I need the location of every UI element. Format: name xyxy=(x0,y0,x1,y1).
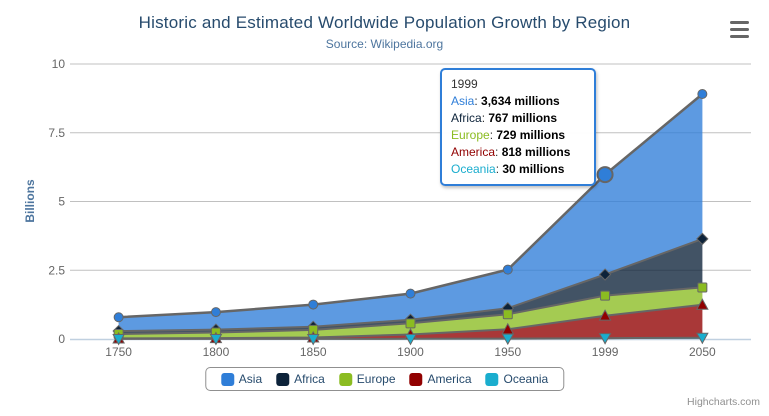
marker-europe-1950[interactable] xyxy=(502,309,513,320)
tooltip-series-name: Europe xyxy=(451,128,490,142)
export-menu-bar xyxy=(730,35,749,38)
export-menu-bar xyxy=(730,28,749,31)
chart-title: Historic and Estimated Worldwide Populat… xyxy=(138,13,631,32)
legend-item-america[interactable]: America xyxy=(409,372,472,386)
tooltip-series-name: Oceania xyxy=(451,162,496,176)
legend-item-asia[interactable]: Asia xyxy=(220,372,263,386)
tooltip-row-africa: Africa: 767 millions xyxy=(451,111,558,125)
y-axis-label: 5 xyxy=(58,195,65,209)
marker-asia-1750[interactable] xyxy=(113,312,124,323)
tooltip-row-america: America: 818 millions xyxy=(451,145,571,159)
chart-subtitle: Source: Wikipedia.org xyxy=(325,37,444,51)
marker-asia-2050[interactable] xyxy=(697,89,708,100)
tooltip-series-name: America xyxy=(451,145,496,159)
legend-item-africa[interactable]: Africa xyxy=(276,372,325,386)
marker-oceania-1850[interactable] xyxy=(306,333,320,346)
legend-swatch-europe xyxy=(338,372,352,386)
export-menu-icon[interactable] xyxy=(730,21,749,38)
marker-oceania-2050[interactable] xyxy=(696,332,709,345)
legend-swatch-oceania xyxy=(485,372,499,386)
legend-label: Europe xyxy=(356,372,396,386)
marker-america-2050[interactable] xyxy=(696,298,709,310)
tooltip-row-oceania: Oceania: 30 millions xyxy=(451,162,565,176)
marker-asia-1900[interactable] xyxy=(405,288,416,299)
area-america[interactable] xyxy=(118,304,703,339)
marker-asia-1850[interactable] xyxy=(308,299,319,310)
marker-europe-1999[interactable] xyxy=(600,290,611,301)
legend-swatch-africa xyxy=(276,372,290,386)
marker-oceania-1999[interactable] xyxy=(598,333,612,345)
marker-europe-1900[interactable] xyxy=(405,318,416,329)
legend-label: Asia xyxy=(238,372,263,386)
tooltip-row-asia: Asia: 3,634 millions xyxy=(451,94,560,108)
marker-asia-1800[interactable] xyxy=(210,307,221,318)
y-axis-label: 2.5 xyxy=(48,263,65,277)
marker-oceania-1950[interactable] xyxy=(501,333,515,346)
x-axis-label: 1800 xyxy=(203,345,230,359)
x-axis-label: 1850 xyxy=(300,345,327,359)
tooltip-series-value: 729 millions xyxy=(496,128,566,142)
tooltip-header: 1999 xyxy=(451,77,478,91)
legend-item-oceania[interactable]: Oceania xyxy=(485,372,549,386)
marker-asia-1999-hovered[interactable] xyxy=(596,166,614,184)
y-axis-label: 7.5 xyxy=(48,126,65,140)
marker-africa-2050[interactable] xyxy=(696,232,709,246)
y-axis-label: 0 xyxy=(58,332,65,346)
legend: Asia Africa Europe America Oceania xyxy=(204,367,565,391)
marker-asia-1950[interactable] xyxy=(502,264,513,275)
credits-link[interactable]: Highcharts.com xyxy=(687,396,760,408)
x-axis-label: 1900 xyxy=(397,345,424,359)
marker-america-1999[interactable] xyxy=(598,309,612,321)
x-axis-label: 1750 xyxy=(105,345,132,359)
marker-oceania-1750[interactable] xyxy=(112,333,125,346)
y-axis-label: 10 xyxy=(52,57,66,71)
legend-label: Africa xyxy=(294,372,325,386)
legend-item-europe[interactable]: Europe xyxy=(338,372,396,386)
tooltip-series-name: Africa xyxy=(451,111,482,125)
x-axis-label: 1950 xyxy=(494,345,521,359)
tooltip-series-value: 767 millions xyxy=(488,111,558,125)
export-menu-bar xyxy=(730,21,749,24)
marker-africa-1999[interactable] xyxy=(598,268,612,281)
legend-swatch-america xyxy=(409,372,423,386)
area-africa[interactable] xyxy=(118,238,703,334)
legend-label: Oceania xyxy=(503,372,549,386)
tooltip-series-name: Asia xyxy=(451,94,475,108)
tooltip-rows: Asia: 3,634 millions Africa: 767 millions… xyxy=(451,93,585,178)
tooltip-row-europe: Europe: 729 millions xyxy=(451,128,566,142)
tooltip-series-value: 3,634 millions xyxy=(481,94,560,108)
marker-oceania-1900[interactable] xyxy=(404,333,417,346)
x-axis-label: 2050 xyxy=(689,345,716,359)
tooltip-series-value: 30 millions xyxy=(502,162,565,176)
marker-oceania-1800[interactable] xyxy=(209,333,223,346)
tooltip-series-value: 818 millions xyxy=(501,145,571,159)
x-axis-label: 1999 xyxy=(592,345,619,359)
area-asia[interactable] xyxy=(118,94,703,332)
marker-europe-2050[interactable] xyxy=(697,282,708,293)
tooltip: 1999 Asia: 3,634 millions Africa: 767 mil… xyxy=(440,68,596,186)
legend-label: America xyxy=(427,372,472,386)
legend-swatch-asia xyxy=(220,372,234,386)
